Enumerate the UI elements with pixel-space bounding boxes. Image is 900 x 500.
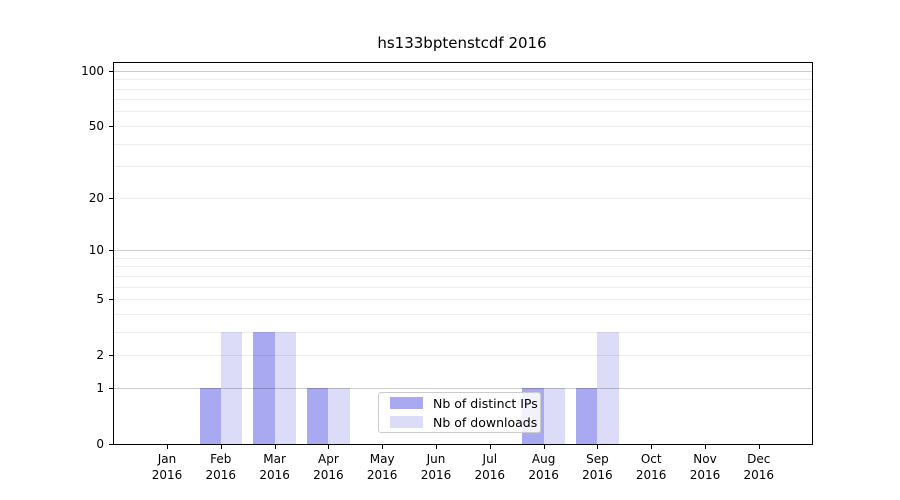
x-tick-label-jan: Jan 2016: [151, 452, 183, 482]
legend-label-distinct-ips: Nb of distinct IPs: [433, 395, 538, 411]
x-tick-label-feb: Feb 2016: [205, 452, 237, 482]
y-tick-label-1: 1: [96, 380, 104, 395]
bar-distinct-ips-feb: [199, 387, 221, 444]
x-tick-mar: [274, 444, 276, 449]
y-tick-label-2: 2: [96, 348, 104, 363]
y-tick-2: [109, 355, 114, 357]
y-tick-label-0: 0: [96, 437, 104, 451]
y-tick-label-5: 5: [96, 292, 104, 306]
bar-downloads-apr: [328, 387, 350, 444]
bar-distinct-ips-apr: [307, 387, 329, 444]
y-tick-label-100: 100: [81, 63, 104, 78]
minor-gridline-6: [114, 286, 812, 288]
y-tick-5: [109, 299, 114, 300]
minor-gridline-70: [114, 99, 812, 101]
minor-gridline-5: [114, 299, 812, 300]
minor-gridline-80: [114, 88, 812, 90]
legend-row-downloads: Nb of downloads: [379, 415, 540, 430]
x-tick-jan: [167, 444, 168, 449]
x-tick-may: [382, 444, 384, 449]
minor-gridline-2: [114, 355, 812, 357]
x-tick-label-oct: Oct 2016: [635, 452, 667, 482]
y-tick-label-50: 50: [88, 118, 104, 133]
minor-gridline-7: [114, 275, 812, 277]
major-gridline-100: [114, 70, 812, 72]
chart-title: hs133bptenstcdf 2016: [377, 34, 547, 52]
y-tick-50: [109, 125, 114, 127]
minor-gridline-30: [114, 166, 812, 168]
distinct-ips-swatch-icon: [390, 397, 423, 409]
minor-gridline-8: [114, 266, 812, 268]
x-tick-label-dec: Dec 2016: [743, 452, 775, 482]
minor-gridline-40: [114, 143, 812, 145]
y-tick-10: [109, 250, 114, 251]
minor-gridline-20: [114, 197, 812, 199]
x-tick-label-sep: Sep 2016: [582, 452, 613, 482]
major-gridline-10: [114, 250, 812, 251]
bar-distinct-ips-sep: [576, 387, 598, 444]
x-tick-oct: [651, 444, 653, 449]
x-tick-feb: [220, 444, 222, 449]
bar-distinct-ips-mar: [253, 331, 275, 444]
x-tick-apr: [328, 444, 330, 449]
plot-area: 0 1 2 5 10 20 50 100 Jan 2016 Feb 2016 Mar 2016 Ap…: [81, 62, 813, 482]
bar-downloads-mar: [274, 331, 296, 444]
minor-gridline-9: [114, 257, 812, 259]
x-tick-dec: [758, 444, 760, 449]
legend: Nb of distinct IPs Nb of downloads: [378, 392, 541, 433]
y-tick-100: [109, 70, 114, 72]
minor-gridline-3: [114, 331, 812, 333]
x-tick-jul: [489, 444, 491, 449]
x-tick-label-may: May 2016: [366, 452, 398, 482]
x-tick-label-nov: Nov 2016: [689, 452, 721, 482]
x-tick-aug: [543, 444, 545, 449]
x-tick-label-jun: Jun 2016: [420, 452, 452, 482]
downloads-swatch-icon: [390, 416, 423, 428]
minor-gridline-60: [114, 111, 812, 113]
minor-gridline-90: [114, 79, 812, 81]
y-tick-0: [109, 444, 114, 445]
bar-downloads-aug: [543, 387, 565, 444]
bar-downloads-sep: [597, 331, 619, 444]
x-tick-label-jul: Jul 2016: [474, 452, 506, 482]
legend-row-distinct-ips: Nb of distinct IPs: [379, 396, 540, 411]
y-tick-20: [109, 197, 114, 199]
y-tick-label-10: 10: [88, 243, 104, 257]
minor-gridline-4: [114, 313, 812, 315]
y-tick-label-20: 20: [88, 190, 104, 205]
major-gridline-1: [114, 387, 812, 389]
legend-label-downloads: Nb of downloads: [433, 414, 538, 430]
x-tick-label-mar: Mar 2016: [259, 452, 290, 482]
x-tick-sep: [597, 444, 599, 449]
x-tick-label-apr: Apr 2016: [313, 452, 344, 482]
x-tick-label-aug: Aug 2016: [528, 452, 559, 482]
y-tick-1: [109, 387, 114, 389]
bar-downloads-feb: [220, 331, 243, 444]
minor-gridline-50: [114, 125, 812, 127]
x-tick-nov: [705, 444, 706, 449]
x-tick-jun: [436, 444, 437, 449]
